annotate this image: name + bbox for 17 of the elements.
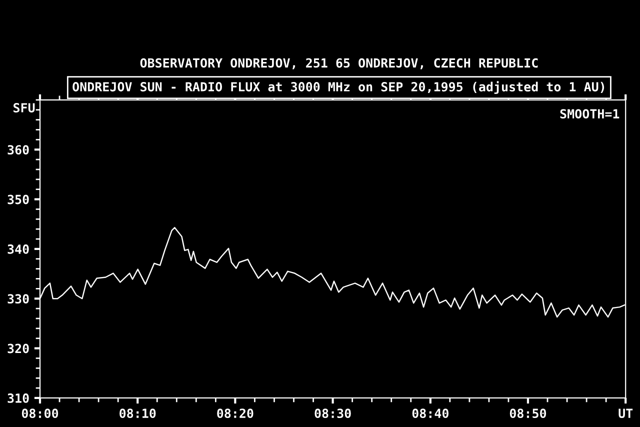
y-tick-label: 340 [8, 244, 29, 254]
chart-subtitle: ONDREJOV SUN - RADIO FLUX at 3000 MHz on SEP 20,1995 (adjusted to 1 AU) [72, 81, 604, 94]
y-tick-label: 360 [8, 145, 29, 155]
annotation: SMOOTH=1 [560, 109, 620, 119]
x-tick-label: 08:20 [217, 408, 254, 418]
x-tick-label: 08:50 [510, 408, 546, 418]
chart-title: OBSERVATORY ONDREJOV, 251 65 ONDREJOV, CZECH REPUBLIC [140, 58, 538, 70]
x-tick-label: 08:10 [120, 408, 156, 418]
x-tick-label: 08:40 [412, 408, 448, 418]
x-tick-label: 08:00 [22, 408, 58, 418]
x-tick-label: UT [618, 408, 633, 418]
x-tick-label: 08:30 [314, 408, 351, 418]
y-tick-label: 350 [8, 194, 29, 204]
y-tick-label: 310 [8, 393, 29, 403]
y-tick-label: 320 [8, 344, 29, 354]
y-tick-label: 330 [8, 294, 29, 304]
y-axis-title: SFU [14, 103, 35, 112]
